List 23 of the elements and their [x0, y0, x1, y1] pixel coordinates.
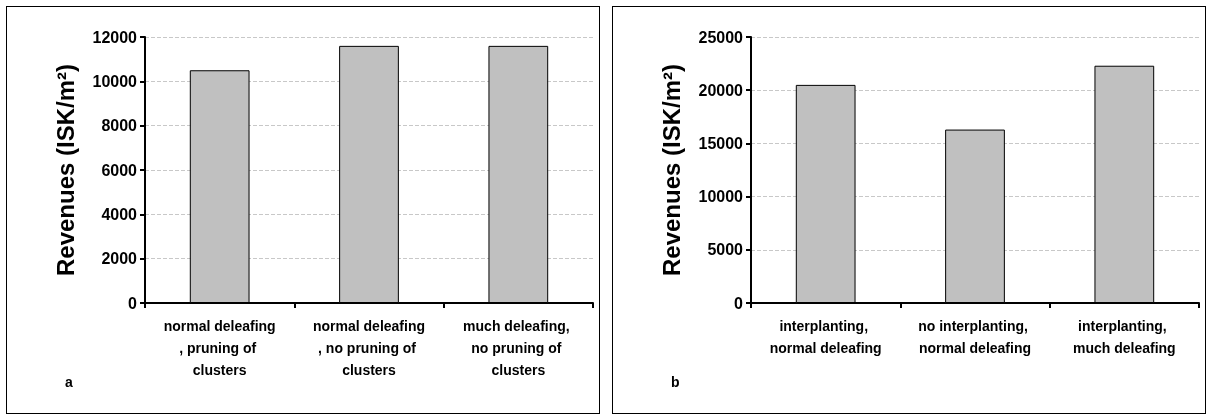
x-tick-label: no interplanting, normal deleafing — [918, 318, 1032, 356]
x-tick-label: normal deleafing, no pruning of clusters — [312, 318, 426, 378]
y-axis-title: Revenues (ISK/m²) — [657, 63, 685, 277]
y-tick-label: 25000 — [698, 28, 744, 46]
y-tick-label: 2000 — [101, 250, 138, 268]
x-tick-label: interplanting, much deleafing — [1072, 318, 1176, 356]
x-tick-label: much deleafing, no pruning of clusters — [463, 318, 574, 378]
y-tick-label: 5000 — [707, 241, 744, 259]
y-axis-title: Revenues (ISK/m²) — [51, 63, 79, 277]
x-tick-label: interplanting, normal deleafing — [769, 318, 882, 356]
text: a — [65, 374, 73, 390]
y-tick-label: 10000 — [92, 72, 138, 90]
y-tick-label: 20000 — [698, 81, 744, 99]
y-tick-label: 15000 — [698, 134, 744, 152]
y-tick-label: 4000 — [101, 205, 138, 223]
y-tick-label: 0 — [734, 294, 744, 312]
y-tick-label: 0 — [128, 294, 138, 312]
text: b — [671, 374, 680, 390]
y-tick-label: 8000 — [101, 117, 138, 135]
y-tick-label: 12000 — [92, 28, 138, 46]
y-tick-label: 6000 — [101, 161, 138, 179]
x-tick-label: normal deleafing, pruning of clusters — [163, 318, 276, 378]
y-tick-label: 10000 — [698, 188, 744, 206]
